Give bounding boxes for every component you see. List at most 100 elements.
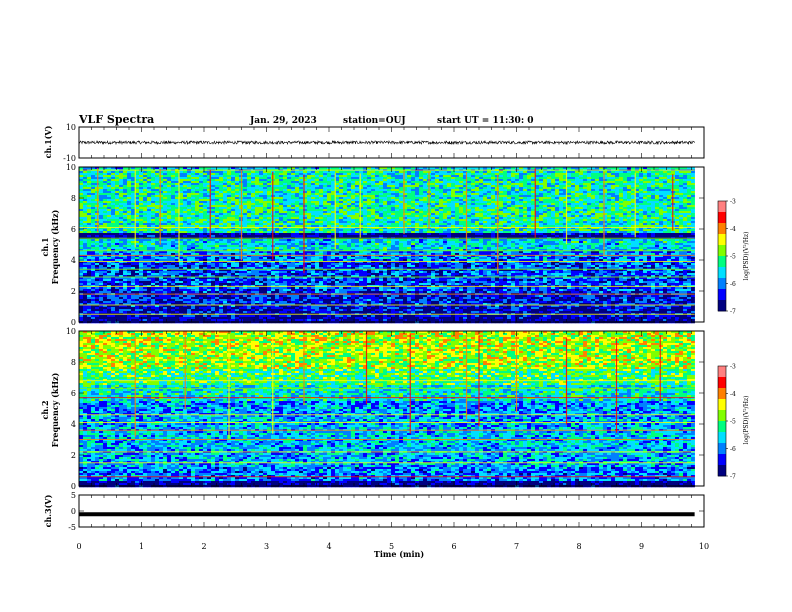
ch1-spectrogram-cell xyxy=(491,175,496,178)
ch1-spectrogram-cell xyxy=(463,229,468,232)
ch1-spectrogram-cell xyxy=(195,209,200,212)
ch1-spectrogram-cell xyxy=(423,197,428,200)
ch1-spectrogram-cell xyxy=(279,195,284,198)
ch1-spectrogram-cell xyxy=(191,207,196,210)
ch1-spectrogram-cell xyxy=(571,219,576,222)
ch1-spectrogram-cell xyxy=(539,167,544,170)
ch1-spectrogram-cell xyxy=(371,175,376,178)
ch1-spectrogram-cell xyxy=(91,175,96,178)
ch1-spectrogram-cell xyxy=(611,195,616,198)
ch1-spectrogram-cell xyxy=(367,199,372,202)
ch1-spectrogram-cell xyxy=(611,193,616,196)
ch1-spectrogram-cell xyxy=(79,173,84,176)
ch1-spectrogram-cell xyxy=(611,179,616,182)
ch1-spectrogram-cell xyxy=(179,175,184,178)
ch1-spectrogram-cell xyxy=(143,225,148,228)
ch1-spectrogram-cell xyxy=(395,207,400,210)
ch1-spectrogram-cell xyxy=(607,185,612,188)
ch1-spectrogram-cell xyxy=(275,197,280,200)
ch1-spectrogram-cell xyxy=(391,229,396,232)
ch1-spectrogram-cell xyxy=(563,167,568,170)
ch1-spectrogram-cell xyxy=(79,179,84,182)
ch1-spectrogram-cell xyxy=(627,185,632,188)
ch1-spectrogram-cell xyxy=(623,223,628,226)
ch1-spectrogram-cell xyxy=(411,221,416,224)
ch1-spectrogram-cell xyxy=(579,203,584,206)
ch1-spectrogram-cell xyxy=(143,189,148,192)
ch1-spectrogram-cell xyxy=(619,215,624,218)
ch1-spectrogram-cell xyxy=(111,207,116,210)
ch1-spectrogram-cell xyxy=(287,223,292,226)
ch1-spectrogram-cell xyxy=(91,227,96,230)
ch1-spectrogram-cell xyxy=(619,221,624,224)
ch1-spectrogram-cell xyxy=(555,201,560,204)
ch1-spectrogram-cell xyxy=(691,179,695,182)
ch1-spectrogram-cell xyxy=(135,185,140,188)
ch1-spectrogram-cell xyxy=(355,173,360,176)
ch1-spectrogram-cell xyxy=(111,191,116,194)
ch1-spectrogram-cell xyxy=(171,213,176,216)
ch1-spectrogram-cell xyxy=(567,225,572,228)
ch1-spectrogram-cell xyxy=(579,197,584,200)
ch1-spectrogram-cell xyxy=(623,195,628,198)
ch1-spectrogram-cell xyxy=(491,195,496,198)
ch1-spectrogram-cell xyxy=(211,209,216,212)
ch1-spectrogram-cell xyxy=(511,187,516,190)
ch1-spectrogram-cell xyxy=(647,183,652,186)
ch1-spectrogram-cell xyxy=(551,195,556,198)
ch1-spectrogram-cell xyxy=(659,171,664,174)
ch1-spectrogram-cell xyxy=(107,173,112,176)
ch1-spectrogram-cell xyxy=(515,177,520,180)
ch1-spectrogram-cell xyxy=(559,197,564,200)
ch1-spectrogram-cell xyxy=(151,191,156,194)
ch1-spectrogram-cell xyxy=(215,213,220,216)
ch1-spectrogram-cell xyxy=(163,185,168,188)
ch1-spectrogram-cell xyxy=(527,221,532,224)
ch1-spectrogram-cell xyxy=(255,229,260,232)
ch1-spectrogram-cell xyxy=(687,191,692,194)
ch1-spectrogram-cell xyxy=(227,223,232,226)
ch1-spectrogram-cell xyxy=(675,193,680,196)
ch1-spectrogram-cell xyxy=(159,195,164,198)
ch1-spectrogram-cell xyxy=(275,215,280,218)
ch1-spectrogram-cell xyxy=(655,187,660,190)
ch1-spectrogram-cell xyxy=(327,217,332,220)
ch1-spectrogram-cell xyxy=(191,229,196,232)
ch1-spectrogram-cell xyxy=(287,173,292,176)
ch1-spectrogram-cell xyxy=(607,177,612,180)
ch1-spectrogram-cell xyxy=(675,217,680,220)
ch1-spectrogram-cell xyxy=(607,223,612,226)
ch1-spectrogram-cell xyxy=(163,191,168,194)
ch1-spectrogram-cell xyxy=(227,211,232,214)
ch1-spectrogram-cell xyxy=(199,167,204,170)
ch1-spectrogram-cell xyxy=(627,171,632,174)
ch1-spectrogram-cell xyxy=(263,225,268,228)
ch1-spectrogram-cell xyxy=(131,211,136,214)
ch1-spectrogram-cell xyxy=(459,223,464,226)
ch1-spectrogram-cell xyxy=(103,177,108,180)
ch1-spectrogram-cell xyxy=(603,211,608,214)
ch1-spectrogram-cell xyxy=(91,217,96,220)
ch1-spectrogram-cell xyxy=(251,215,256,218)
ch1-spectrogram-cell xyxy=(247,179,252,182)
ch1-spectrogram-cell xyxy=(355,197,360,200)
ch1-spectrogram-cell xyxy=(479,215,484,218)
ch1-spectrogram-cell xyxy=(139,207,144,210)
ch1-spectrogram-cell xyxy=(535,197,540,200)
ch1-spectrogram-cell xyxy=(639,187,644,190)
ch1-spectrogram-cell xyxy=(303,179,308,182)
ch1-spectrogram-cell xyxy=(363,167,368,170)
ch1-spectrogram-cell xyxy=(595,219,600,222)
ch1-spectrogram-cell xyxy=(103,187,108,190)
ch1-spectrogram-cell xyxy=(123,181,128,184)
ch1-spectrogram-cell xyxy=(303,211,308,214)
ch1-spectrogram-cell xyxy=(395,177,400,180)
ch1-spectrogram-cell xyxy=(227,189,232,192)
ch1-spectrogram-cell xyxy=(107,181,112,184)
ch1-spectrogram-cell xyxy=(275,229,280,232)
ch1-spectrogram-cell xyxy=(175,211,180,214)
ch1-spectrogram-cell xyxy=(167,205,172,208)
ch1-spectrogram-cell xyxy=(127,225,132,228)
ch1-spectrogram-cell xyxy=(263,191,268,194)
ch1-spectrogram-cell xyxy=(663,213,668,216)
